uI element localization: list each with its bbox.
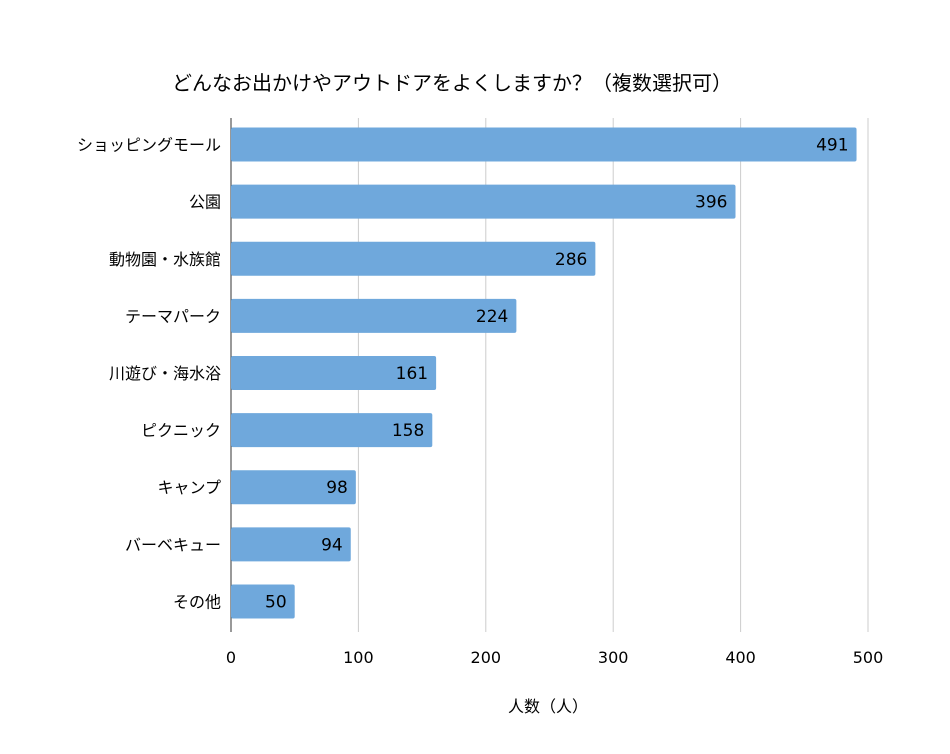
x-tick-label: 100	[343, 648, 374, 667]
data-label: 491	[816, 136, 848, 156]
bar	[231, 470, 356, 505]
category-label: バーベキュー	[125, 535, 221, 554]
data-label: 94	[321, 535, 343, 555]
bar	[231, 184, 736, 219]
bar	[231, 413, 433, 448]
bar	[231, 241, 596, 276]
x-tick-label: 0	[226, 648, 236, 667]
category-label: ショッピングモール	[77, 136, 221, 155]
bar	[231, 584, 295, 619]
category-label: テーマパーク	[125, 307, 221, 326]
category-label: 公園	[189, 193, 221, 212]
x-tick-labels: 0 100 200 300 400 500	[226, 648, 883, 667]
chart-title: どんなお出かけやアウトドアをよくしますか？（複数選択可）	[172, 71, 732, 95]
data-label: 158	[392, 421, 424, 441]
x-tick-label: 300	[598, 648, 629, 667]
x-tick-label: 200	[471, 648, 502, 667]
bar	[231, 527, 351, 562]
data-label: 224	[476, 307, 508, 327]
bar	[231, 298, 517, 333]
category-label: その他	[173, 592, 221, 611]
category-label: 川遊び・海水浴	[109, 364, 221, 383]
data-label: 98	[326, 478, 348, 498]
category-labels: ショッピングモール公園動物園・水族館テーマパーク川遊び・海水浴ピクニックキャンプ…	[77, 136, 221, 612]
data-label: 161	[396, 364, 428, 384]
category-label: 動物園・水族館	[109, 250, 221, 269]
bar	[231, 127, 857, 162]
x-tick-label: 500	[853, 648, 884, 667]
data-label: 50	[265, 592, 287, 612]
x-tick-label: 400	[725, 648, 756, 667]
x-axis-label: 人数（人）	[508, 697, 588, 716]
data-label: 286	[555, 250, 587, 270]
bar	[231, 356, 437, 390]
category-label: ピクニック	[141, 421, 221, 440]
bars: 491 396 286 224 161 158 98 94 50	[231, 127, 857, 619]
data-label: 396	[695, 193, 727, 213]
category-label: キャンプ	[157, 478, 221, 497]
